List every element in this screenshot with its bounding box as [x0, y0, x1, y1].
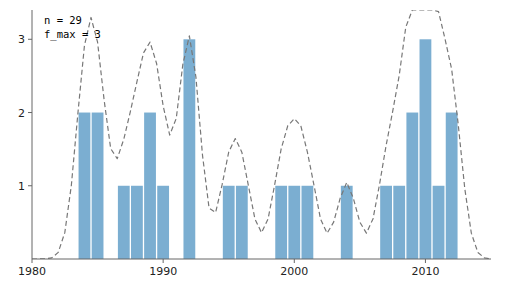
y-tick-label: 1 — [18, 180, 25, 193]
y-tick — [28, 185, 32, 186]
bar — [393, 186, 405, 259]
bar — [223, 186, 235, 259]
bar — [288, 186, 300, 259]
x-tick — [294, 259, 295, 263]
x-tick-label: 2010 — [411, 265, 439, 278]
y-tick — [28, 112, 32, 113]
bar — [92, 113, 104, 259]
bar — [341, 186, 353, 259]
x-tick-label: 1990 — [149, 265, 177, 278]
bars — [79, 39, 458, 259]
x-axis-line — [32, 259, 491, 260]
x-tick — [163, 259, 164, 263]
y-tick-label: 3 — [18, 33, 25, 46]
bar — [446, 113, 458, 259]
bar — [380, 186, 392, 259]
bar — [131, 186, 143, 259]
annotation: f_max = 3 — [44, 28, 101, 41]
bar — [301, 186, 313, 259]
bar — [79, 113, 91, 259]
bar — [433, 186, 445, 259]
x-tick-label: 1980 — [18, 265, 46, 278]
y-tick-label: 2 — [18, 107, 25, 120]
y-tick — [28, 39, 32, 40]
bar — [144, 113, 156, 259]
y-axis-line — [32, 10, 33, 259]
x-tick-label: 2000 — [280, 265, 308, 278]
bar — [275, 186, 287, 259]
plot-area — [32, 10, 491, 259]
x-tick — [425, 259, 426, 263]
bar — [183, 39, 195, 259]
bar — [420, 39, 432, 259]
x-tick — [32, 259, 33, 263]
annotation: n = 29 — [44, 14, 82, 26]
bar — [236, 186, 248, 259]
chart: 1980 1990 2000 2010 1 2 3 n = 29 f_max = 3 — [0, 0, 505, 285]
line — [32, 10, 491, 259]
bar — [118, 186, 130, 259]
bar — [157, 186, 169, 259]
bar — [406, 113, 418, 259]
